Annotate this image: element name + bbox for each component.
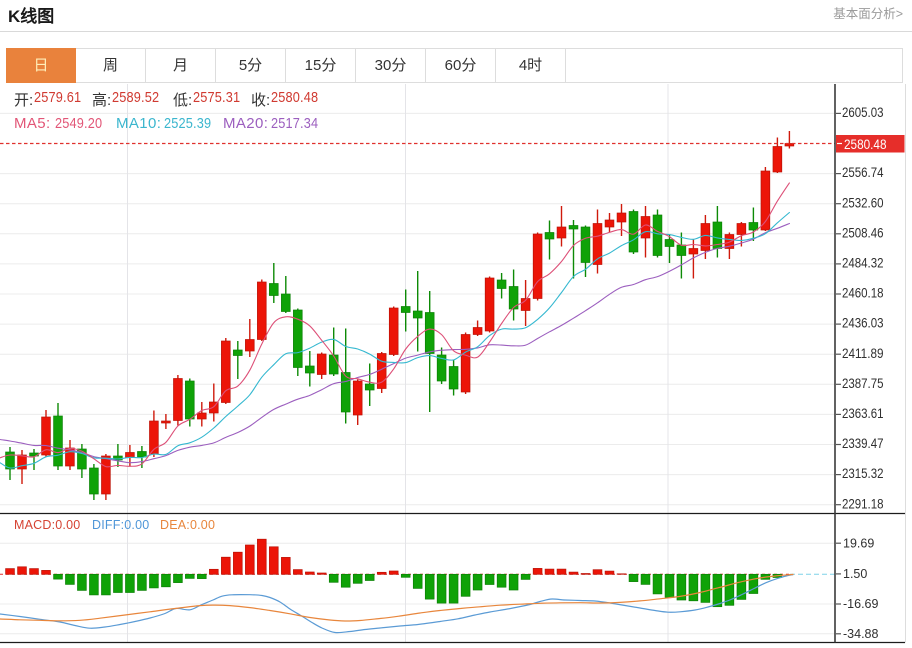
svg-text:2556.74: 2556.74 [842, 164, 884, 180]
svg-text:2387.75: 2387.75 [842, 375, 884, 391]
svg-text:-34.88: -34.88 [843, 627, 878, 641]
svg-text:2460.18: 2460.18 [842, 285, 884, 301]
svg-text:-16.69: -16.69 [843, 597, 878, 611]
svg-text:2315.32: 2315.32 [842, 465, 884, 481]
svg-text:2532.60: 2532.60 [842, 194, 884, 210]
svg-text:2291.18: 2291.18 [842, 495, 884, 511]
svg-text:2436.03: 2436.03 [842, 315, 884, 331]
svg-text:19.69: 19.69 [843, 536, 874, 550]
svg-text:2605.03: 2605.03 [842, 104, 884, 120]
svg-text:2339.47: 2339.47 [842, 435, 884, 451]
svg-text:2484.32: 2484.32 [842, 255, 884, 271]
svg-text:1.50: 1.50 [843, 567, 867, 581]
svg-text:2363.61: 2363.61 [842, 405, 884, 421]
svg-text:2411.89: 2411.89 [842, 345, 884, 361]
svg-text:2508.46: 2508.46 [842, 224, 884, 240]
svg-text:2580.48: 2580.48 [844, 136, 887, 152]
